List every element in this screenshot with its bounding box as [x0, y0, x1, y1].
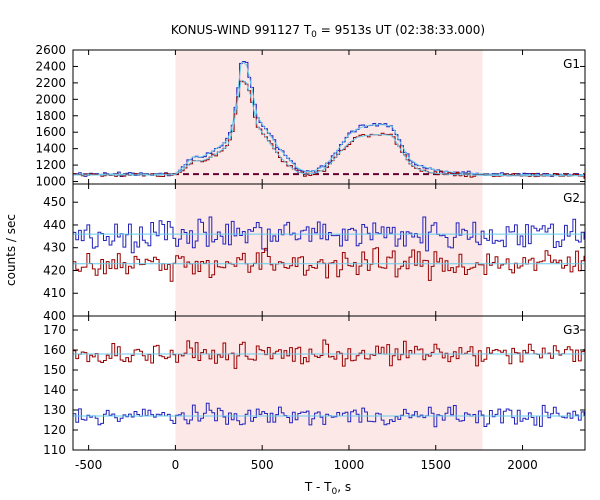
- series-red-g1: [73, 80, 585, 179]
- y-tick-label: 150: [43, 363, 66, 377]
- x-tick-label: 500: [251, 458, 274, 472]
- fit-curve-red-g1: [73, 79, 584, 177]
- y-tick-label: 450: [43, 195, 66, 209]
- y-tick-label: 2400: [35, 59, 66, 73]
- x-axis-label-main: T - T: [304, 480, 332, 494]
- panel-frame: [72, 315, 586, 451]
- y-tick-label: 2200: [35, 76, 66, 90]
- y-axis-label: counts / sec: [4, 214, 18, 286]
- highlight-interval: [175, 316, 483, 450]
- x-axis-label-rest: , s: [337, 480, 351, 494]
- svg-text:KONUS-WIND 991127 T0 = 9513s U: KONUS-WIND 991127 T0 = 9513s UT (02:38:3…: [171, 23, 485, 40]
- chart-title-main: KONUS-WIND 991127 T: [171, 23, 312, 37]
- y-tick-label: 140: [43, 383, 66, 397]
- panel-g3: 110 120 130 140 150 160 170 G3: [43, 315, 586, 457]
- y-tick-label: 110: [43, 443, 66, 457]
- panel-g1: 1000 1200 1400 1600 1800 2000 2200 2400 2600 G1: [35, 43, 586, 189]
- panel-label: G2: [563, 191, 580, 205]
- y-tick-label: 160: [43, 343, 66, 357]
- panel-label: G3: [563, 323, 580, 337]
- y-tick-label: 420: [43, 263, 66, 277]
- y-tick-label: 170: [43, 323, 66, 337]
- y-tick-label: 400: [43, 309, 66, 323]
- chart-title-subscript: 0: [311, 30, 317, 40]
- y-tick-label: 2600: [35, 43, 66, 57]
- panel-g2: 400 410 420 430 440 450 G2: [43, 183, 586, 323]
- x-tick-label: 2000: [507, 458, 538, 472]
- y-tick-label: 2000: [35, 92, 66, 106]
- y-tick-label: 410: [43, 286, 66, 300]
- y-tick-label: 130: [43, 403, 66, 417]
- fit-curve-blue-g1: [73, 61, 585, 176]
- x-tick-label: 1500: [420, 458, 451, 472]
- highlight-interval: [175, 184, 483, 316]
- x-axis-label-subscript: 0: [332, 487, 338, 497]
- y-tick-label: 1000: [35, 175, 66, 189]
- y-tick-label: 430: [43, 241, 66, 255]
- series-blue-g2: [73, 216, 585, 254]
- y-tick-label: 1200: [35, 158, 66, 172]
- x-tick-label: 0: [172, 458, 180, 472]
- y-tick-label: 1400: [35, 142, 66, 156]
- x-tick-label: 1000: [334, 458, 365, 472]
- y-tick-label: 120: [43, 423, 66, 437]
- chart-title-rest: = 9513s UT (02:38:33.000): [317, 23, 485, 37]
- x-tick-label: -500: [75, 458, 102, 472]
- series-red-g3: [73, 339, 585, 369]
- panel-label: G1: [563, 57, 580, 71]
- y-tick-label: 1600: [35, 125, 66, 139]
- chart-title: KONUS-WIND 991127 T0 = 9513s UT (02:38:3…: [171, 23, 485, 40]
- y-tick-label: 440: [43, 218, 66, 232]
- y-tick-label: 1800: [35, 109, 66, 123]
- x-axis-label: T - T0, s: [304, 480, 351, 497]
